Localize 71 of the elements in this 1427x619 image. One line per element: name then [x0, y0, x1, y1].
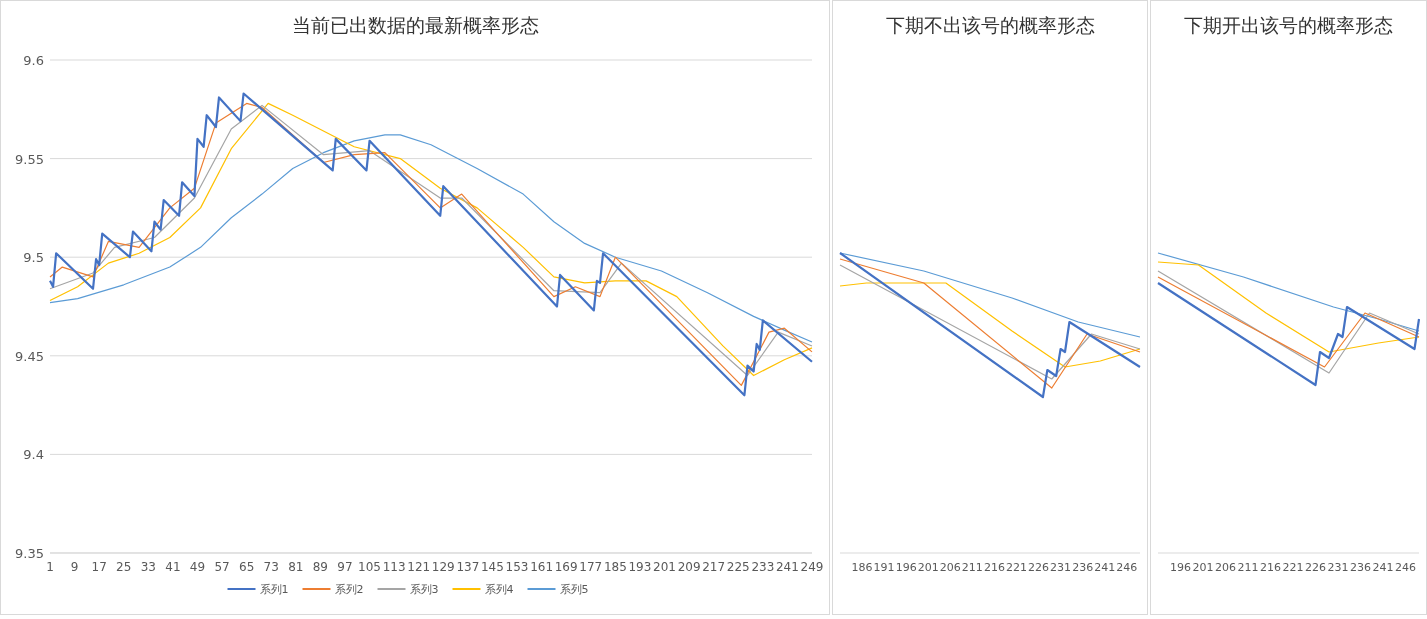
x-tick-label: 249 [800, 560, 824, 574]
x-tick-label: 217 [702, 560, 726, 574]
x-tick-label: 89 [312, 560, 329, 574]
x-tick-label: 211 [1237, 561, 1259, 574]
legend-label: 系列5 [559, 583, 589, 596]
y-tick-label: 9.4 [23, 447, 44, 463]
y-tick-label: 9.5 [23, 250, 44, 266]
x-tick-label: 231 [1327, 561, 1349, 574]
x-tick-label: 169 [554, 560, 578, 574]
x-tick-label: 221 [1005, 561, 1027, 574]
x-tick-label: 221 [1282, 561, 1304, 574]
x-tick-label: 216 [983, 561, 1005, 574]
y-tick-label: 9.55 [15, 151, 44, 167]
x-tick-label: 177 [579, 560, 603, 574]
x-tick-label: 206 [939, 561, 961, 574]
x-tick-label: 206 [1215, 561, 1236, 574]
chart-title: 下期开出该号的概率形态 [1184, 14, 1393, 36]
x-tick-label: 129 [431, 560, 455, 574]
x-tick-label: 226 [1305, 561, 1326, 574]
legend-label: 系列3 [409, 583, 439, 596]
x-tick-label: 105 [358, 560, 381, 574]
x-tick-label: 201 [1192, 561, 1214, 574]
x-tick-label: 236 [1072, 561, 1094, 574]
x-tick-label: 196 [895, 561, 917, 574]
chart-title: 下期不出该号的概率形态 [885, 14, 1095, 36]
x-tick-label: 236 [1350, 561, 1371, 574]
line-series [49, 134, 813, 343]
x-tick-label: 73 [263, 560, 279, 574]
y-tick-label: 9.45 [15, 348, 44, 364]
x-tick-label: 241 [775, 560, 799, 574]
x-tick-label: 25 [116, 560, 132, 574]
x-tick-label: 81 [288, 560, 304, 574]
x-tick-label: 113 [382, 560, 406, 574]
x-tick-label: 1 [46, 560, 54, 574]
x-tick-label: 57 [214, 560, 230, 574]
x-tick-label: 191 [873, 561, 895, 574]
legend-label: 系列2 [334, 583, 364, 596]
x-tick-label: 211 [961, 561, 983, 574]
x-tick-label: 186 [851, 561, 873, 574]
x-tick-label: 201 [917, 561, 939, 574]
x-tick-label: 17 [91, 560, 107, 574]
x-tick-label: 196 [1170, 561, 1191, 574]
x-tick-label: 153 [505, 560, 529, 574]
x-tick-label: 145 [481, 560, 504, 574]
x-tick-label: 231 [1050, 561, 1072, 574]
x-tick-label: 246 [1395, 561, 1416, 574]
x-tick-label: 137 [456, 560, 480, 574]
x-tick-label: 216 [1260, 561, 1281, 574]
x-tick-label: 185 [603, 560, 627, 574]
x-tick-label: 161 [530, 560, 554, 574]
x-tick-label: 241 [1372, 561, 1394, 574]
x-tick-label: 65 [239, 560, 255, 574]
x-tick-label: 97 [337, 560, 353, 574]
y-tick-label: 9.35 [15, 546, 44, 561]
x-tick-label: 193 [628, 560, 652, 574]
x-tick-label: 33 [140, 560, 156, 574]
legend-label: 系列1 [259, 583, 289, 596]
x-tick-label: 121 [407, 560, 431, 574]
x-tick-label: 201 [653, 560, 676, 574]
x-tick-label: 225 [726, 560, 750, 574]
x-tick-label: 9 [70, 560, 79, 574]
x-tick-label: 241 [1094, 561, 1116, 574]
x-tick-label: 233 [751, 560, 775, 574]
legend-label: 系列4 [484, 583, 514, 596]
x-tick-label: 226 [1028, 561, 1050, 574]
x-tick-label: 49 [189, 560, 206, 574]
x-tick-label: 209 [677, 560, 701, 574]
chart-title: 当前已出数据的最新概率形态 [291, 14, 539, 36]
x-tick-label: 41 [165, 560, 181, 574]
y-tick-label: 9.6 [23, 53, 44, 68]
x-tick-label: 246 [1116, 561, 1138, 574]
